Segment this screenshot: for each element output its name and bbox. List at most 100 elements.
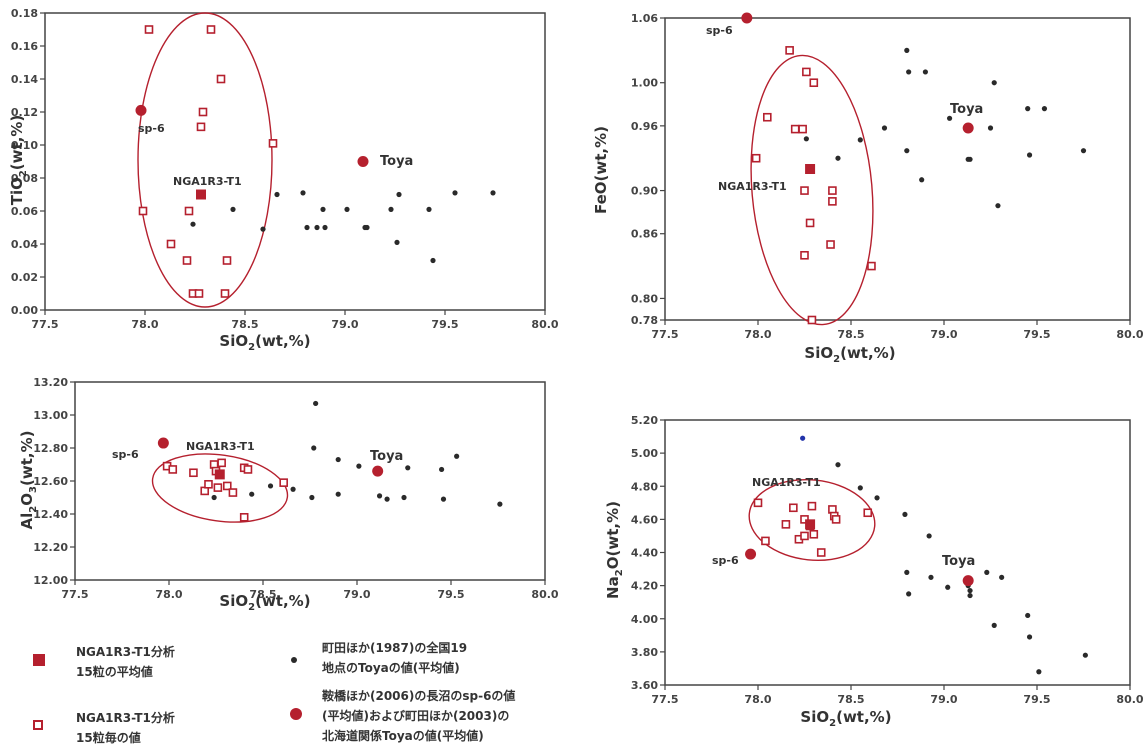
- data-point-dot: [313, 400, 319, 407]
- x-tick-label: 77.5: [651, 693, 678, 706]
- data-point-open-square: [243, 465, 253, 474]
- data-point-dot: [1026, 152, 1033, 158]
- x-tick-label: 79.5: [1023, 328, 1050, 341]
- y-tick-label: 0.04: [11, 238, 38, 251]
- x-tick-label: 78.5: [249, 588, 276, 601]
- data-point-open-square: [798, 124, 807, 134]
- data-point-open-square: [781, 520, 791, 529]
- data-point-dot: [874, 495, 880, 501]
- data-point-dot: [344, 206, 350, 212]
- data-point-mean-square: [196, 189, 206, 200]
- annotation-nga1r3: NGA1R3-T1: [186, 440, 255, 453]
- data-point-dot: [335, 491, 341, 497]
- data-point-dot: [388, 206, 394, 212]
- data-point-dot: [364, 224, 370, 231]
- x-tick-label: 78.0: [131, 318, 158, 331]
- data-point-big-dot: [745, 548, 757, 560]
- group-ellipse: [748, 478, 876, 562]
- data-point-open-square: [216, 74, 226, 84]
- data-point-open-square: [762, 112, 772, 122]
- data-point-open-square: [753, 498, 763, 508]
- x-tick-label: 80.0: [531, 318, 558, 331]
- y-tick-label: 3.60: [631, 679, 658, 692]
- plot-frame: [664, 17, 1131, 321]
- data-point-open-square: [790, 124, 800, 134]
- data-point-dot: [356, 463, 362, 469]
- data-point-dot: [335, 456, 341, 463]
- data-point-open-square: [206, 25, 216, 34]
- data-point-open-square: [213, 483, 223, 492]
- data-point-open-square: [168, 465, 178, 474]
- x-tick-label: 79.0: [331, 318, 358, 331]
- data-point-dot: [497, 501, 503, 507]
- chart-na2o: 77.5 78.0 78.5 79.0 79.5 80.0 3.60 3.80 4.00 4.20…: [604, 414, 1144, 729]
- y-tick-label: 4.40: [631, 547, 658, 560]
- data-point-open-square: [204, 479, 213, 489]
- data-point-open-square: [184, 206, 194, 216]
- y-tick-label: 1.06: [631, 12, 658, 25]
- x-tick-label: 79.5: [1023, 693, 1050, 706]
- y-axis-label: FeO(wt,%): [592, 126, 610, 214]
- data-point-mean-square: [805, 519, 816, 530]
- data-point-dot: [928, 574, 934, 580]
- y-tick-label: 5.20: [631, 414, 658, 427]
- group-ellipse: [151, 453, 289, 523]
- data-point-dot: [454, 453, 460, 459]
- data-point-dot: [926, 533, 932, 539]
- y-tick-label: 0.18: [11, 7, 38, 20]
- data-point-dot: [1080, 148, 1087, 154]
- x-axis-label: SiO2(wt,%): [804, 344, 895, 365]
- data-point-dot: [1026, 634, 1033, 640]
- data-point-mean-square: [805, 164, 816, 174]
- y-tick-label: 0.78: [631, 314, 658, 327]
- data-point-dot: [991, 80, 997, 86]
- data-point-open-square: [807, 315, 817, 325]
- y-tick-label: 4.20: [631, 580, 658, 593]
- data-point-dot: [384, 496, 390, 502]
- x-tick-label: 79.0: [343, 588, 370, 601]
- y-axis-label: Al2O3(wt,%): [18, 431, 39, 530]
- data-point-dot: [835, 462, 841, 468]
- data-point-open-square: [751, 153, 761, 163]
- annotation-toya: Toya: [950, 102, 983, 117]
- y-tick-label: 3.80: [631, 646, 658, 659]
- y-axis-label: TiO2(wt,%): [8, 115, 29, 206]
- group-ellipse: [137, 12, 273, 308]
- x-tick-label: 79.0: [930, 328, 957, 341]
- data-point-dot: [311, 445, 317, 451]
- y-tick-label: 12.00: [33, 574, 68, 587]
- data-point-dot: [835, 155, 841, 161]
- data-point-dot: [309, 494, 315, 501]
- data-point-dot: [984, 569, 990, 575]
- group-ellipse: [750, 54, 874, 326]
- y-tick-label: 4.80: [631, 480, 658, 493]
- data-point-dot: [290, 486, 296, 492]
- data-point-dot: [260, 226, 266, 232]
- data-point-open-square: [239, 512, 249, 522]
- data-point-big-dot: [135, 104, 147, 116]
- data-point-open-square: [198, 107, 208, 117]
- data-point-open-square: [189, 468, 198, 478]
- data-point-open-square: [785, 46, 794, 55]
- x-tick-label: 78.5: [231, 318, 258, 331]
- y-tick-label: 0.14: [11, 73, 38, 86]
- annotation-nga1r3: NGA1R3-T1: [718, 180, 787, 193]
- annotation-toya: Toya: [380, 154, 413, 169]
- annotation-toya: Toya: [942, 554, 975, 569]
- data-point-dot: [919, 177, 925, 183]
- y-tick-label: 0.90: [631, 185, 658, 198]
- data-point-dot: [322, 224, 328, 231]
- data-point-open-square: [222, 256, 232, 265]
- annotation-sp6: sp-6: [712, 554, 739, 567]
- data-point-open-square: [196, 122, 206, 132]
- y-tick-label: 0.16: [11, 40, 38, 53]
- data-point-dot: [945, 584, 951, 590]
- data-point-open-square: [831, 515, 841, 524]
- x-tick-label: 79.5: [437, 588, 464, 601]
- annotation-sp6: sp-6: [138, 122, 165, 135]
- data-point-open-square: [268, 139, 278, 148]
- data-point-dot: [1025, 612, 1031, 619]
- x-axis-label: SiO2(wt,%): [219, 592, 310, 613]
- data-point-open-square: [807, 501, 817, 511]
- data-point-dot: [906, 69, 912, 75]
